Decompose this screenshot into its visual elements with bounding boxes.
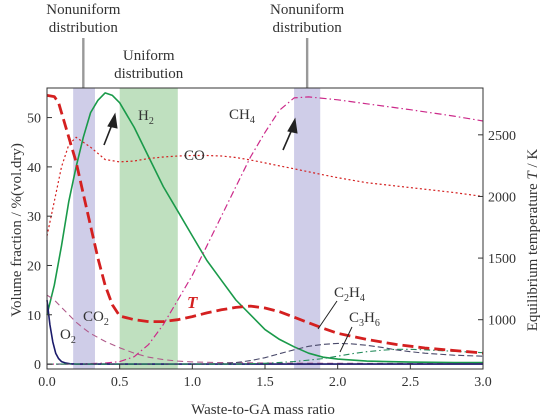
- t-label: T: [187, 293, 198, 312]
- y-left-tick-label-3: 30: [27, 210, 41, 225]
- distribution-labels: NonuniformdistributionUniformdistributio…: [46, 2, 345, 88]
- y-right-tick-label-3: 2500: [488, 129, 516, 144]
- c2h4-label: C2H4: [334, 285, 365, 304]
- ch4-peak-arrow-head: [287, 117, 298, 134]
- ch4-label: CH4: [229, 107, 255, 126]
- y-axis-right-title: Equilibrium temperature T / K: [525, 149, 541, 332]
- y-left-tick-label-2: 20: [27, 259, 41, 274]
- distribution-bands: [73, 88, 321, 369]
- y-right-tick-label-1: 1500: [488, 252, 516, 267]
- top-label-2-line1: Nonuniform: [270, 2, 344, 18]
- y-left-tick-label-1: 10: [27, 309, 41, 324]
- y-right-tick-label-0: 1000: [488, 314, 516, 329]
- x-tick-label-4: 2.0: [329, 375, 347, 390]
- series-line-o2: [46, 299, 483, 365]
- series-line-ch4: [47, 96, 484, 365]
- h2-peak-arrow-head: [107, 112, 118, 129]
- y-left-tick-label-5: 50: [27, 112, 41, 127]
- x-tick-label-2: 1.0: [184, 375, 202, 390]
- x-tick-label-3: 1.5: [256, 375, 274, 390]
- tick-labels: 0.0 0.5 1.0 1.5 2.0 2.5 3.0 0 10 20 30 40 50 1000 1500…: [27, 112, 516, 390]
- top-label-1-line2: distribution: [114, 66, 184, 82]
- c3h6-leader: [339, 326, 353, 353]
- y-left-tick-label-0: 0: [34, 358, 41, 373]
- c2h4-leader: [317, 300, 338, 330]
- series-line-co: [46, 136, 484, 237]
- top-label-1-line1: Uniform: [123, 48, 175, 64]
- x-tick-label-5: 2.5: [402, 375, 420, 390]
- series-line-c2h4: [47, 342, 484, 365]
- y-right-tick-label-2: 2000: [488, 190, 516, 205]
- top-label-0-line1: Nonuniform: [46, 2, 120, 18]
- plot-frame: [46, 87, 484, 370]
- co-label: CO: [184, 148, 205, 164]
- series-line-c3h6: [47, 348, 484, 365]
- top-label-2-line2: distribution: [273, 20, 343, 36]
- uniform-band-1: [119, 88, 178, 369]
- y-left-tick-label-4: 40: [27, 161, 41, 176]
- c3h6-label: C3H6: [349, 310, 380, 329]
- x-tick-label-1: 0.5: [111, 375, 129, 390]
- nonuniform-band-2: [294, 88, 321, 369]
- co2-label: CO2: [83, 309, 109, 328]
- annotation-leaders: [103, 112, 353, 353]
- series-lines: [46, 92, 484, 365]
- x-tick-label-0: 0.0: [38, 375, 56, 390]
- series-line-h2: [46, 92, 483, 364]
- h2-label: H2: [138, 108, 154, 127]
- y-axis-left-title: Volume fraction / %(vol.dry): [9, 143, 25, 317]
- x-tick-label-6: 3.0: [474, 375, 492, 390]
- o2-label: O2: [60, 327, 76, 346]
- series-line-t: [46, 94, 484, 355]
- top-label-0-line2: distribution: [49, 20, 119, 36]
- series-line-co2: [46, 294, 484, 365]
- axes: [46, 87, 484, 370]
- x-axis-title: Waste-to-GA mass ratio: [191, 402, 335, 418]
